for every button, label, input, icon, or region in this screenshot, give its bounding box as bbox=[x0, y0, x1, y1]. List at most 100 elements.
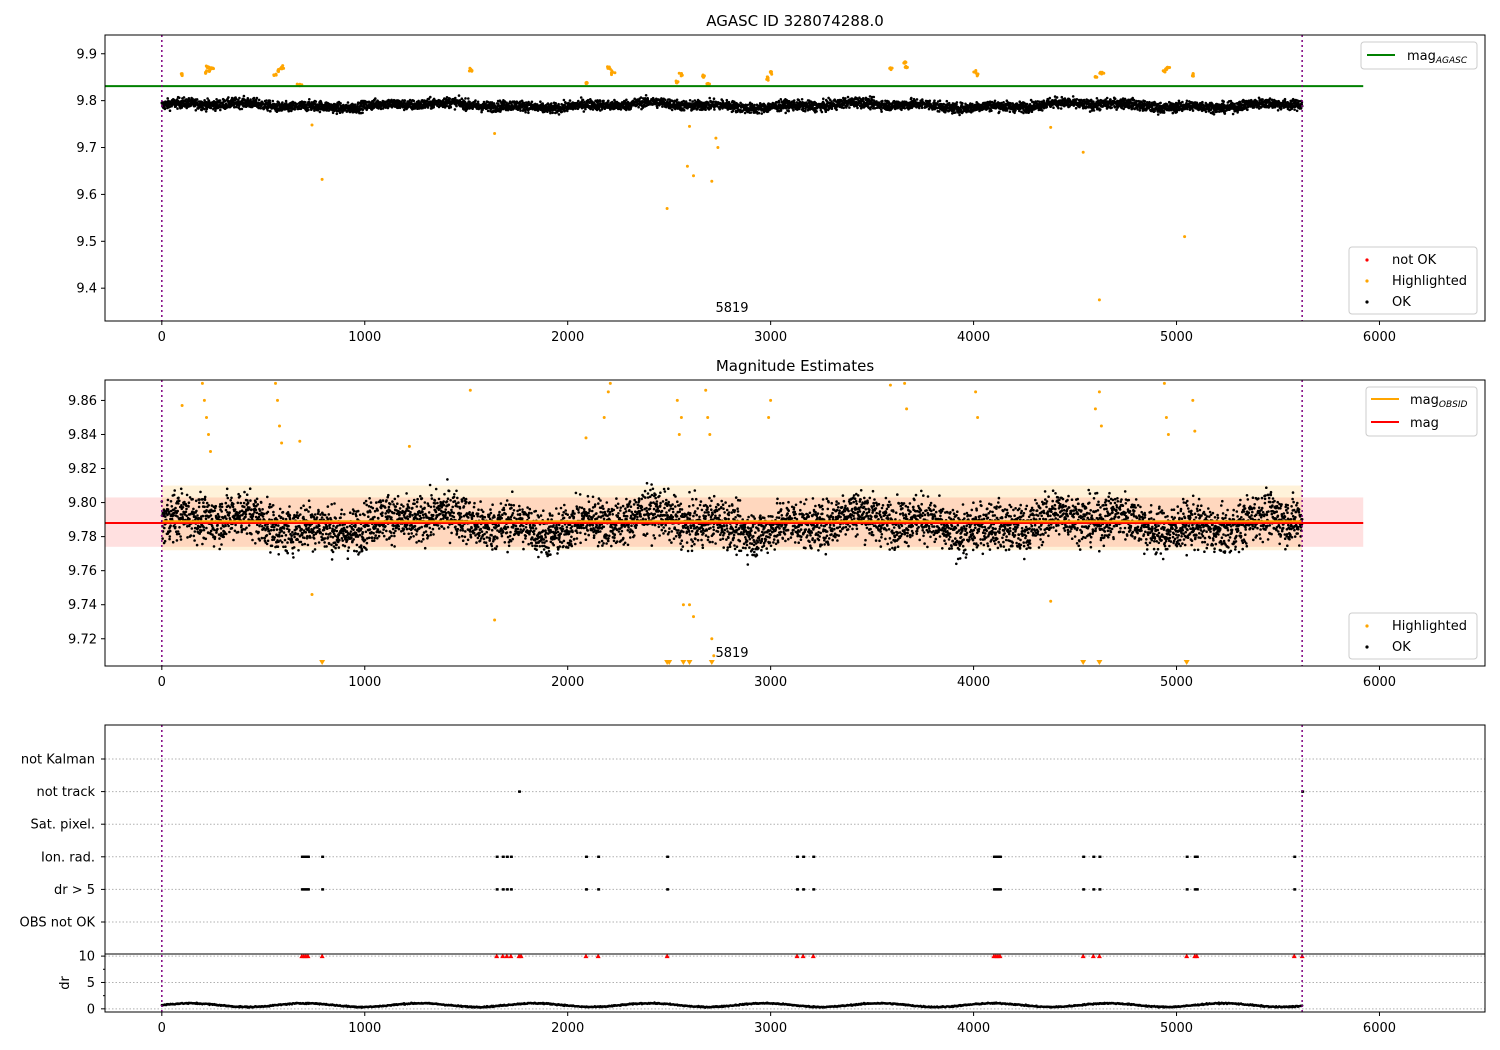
ok-point bbox=[255, 96, 259, 100]
ok-point bbox=[238, 96, 241, 100]
ok-point bbox=[937, 110, 941, 113]
ok-point bbox=[1148, 100, 1151, 104]
ok-point bbox=[637, 105, 640, 109]
ok-point bbox=[1074, 106, 1078, 110]
ok-point bbox=[557, 102, 560, 106]
ok-point bbox=[281, 101, 284, 104]
ok-point bbox=[1045, 105, 1049, 109]
ok-point bbox=[1059, 107, 1063, 110]
ok-point bbox=[464, 97, 467, 100]
ok-point bbox=[554, 102, 557, 105]
ok-point bbox=[474, 99, 477, 102]
ok-point bbox=[345, 103, 348, 107]
ok-point bbox=[910, 96, 913, 100]
ok-point bbox=[815, 110, 818, 113]
ok-point bbox=[1099, 108, 1102, 111]
ok-point bbox=[792, 99, 796, 102]
ok-point bbox=[1132, 98, 1136, 102]
ok-point bbox=[656, 106, 659, 109]
ok-point bbox=[242, 94, 246, 98]
ok-point bbox=[237, 98, 240, 102]
x-tick-label: 2000 bbox=[551, 330, 584, 345]
ok-point bbox=[777, 101, 781, 104]
x-tick-label: 3000 bbox=[754, 330, 787, 345]
ok-point bbox=[249, 98, 252, 101]
ok-point bbox=[753, 103, 756, 107]
ok-point bbox=[217, 101, 221, 104]
ok-point bbox=[338, 111, 342, 114]
ok-point bbox=[519, 109, 522, 112]
x-tick-label: 1000 bbox=[348, 330, 381, 345]
ok-point bbox=[218, 99, 222, 102]
ok-point bbox=[292, 104, 295, 107]
ok-point bbox=[254, 100, 258, 104]
ok-point bbox=[927, 107, 931, 111]
ok-point bbox=[252, 96, 256, 100]
ok-point bbox=[346, 101, 350, 104]
ok-point bbox=[1162, 111, 1166, 114]
ok-point bbox=[598, 99, 602, 103]
ok-point bbox=[1110, 106, 1113, 109]
ok-point bbox=[429, 95, 432, 99]
ok-point bbox=[1092, 109, 1096, 112]
ok-point bbox=[725, 98, 729, 102]
ok-point bbox=[467, 97, 470, 100]
ok-point bbox=[259, 107, 263, 110]
ok-point bbox=[206, 97, 209, 100]
ok-point bbox=[551, 111, 554, 115]
ok-point bbox=[1052, 106, 1055, 109]
x-tick-label: 6000 bbox=[1363, 330, 1396, 345]
y-tick-label: 9.7 bbox=[76, 141, 97, 156]
x-tick-label: 0 bbox=[158, 330, 166, 345]
ok-point bbox=[287, 109, 291, 113]
ok-point bbox=[918, 106, 921, 110]
ok-point bbox=[933, 99, 936, 102]
ok-point bbox=[166, 97, 169, 100]
ok-point bbox=[822, 97, 825, 101]
ok-point bbox=[432, 105, 436, 109]
ok-point bbox=[178, 96, 181, 100]
ok-point bbox=[257, 98, 261, 102]
ok-point bbox=[539, 100, 542, 103]
ok-point bbox=[749, 111, 753, 114]
y-tick-label: 9.8 bbox=[76, 94, 97, 109]
ok-point bbox=[240, 107, 244, 111]
ok-point bbox=[579, 96, 583, 99]
ok-point bbox=[339, 102, 342, 105]
ok-point bbox=[455, 104, 458, 108]
ok-point bbox=[237, 104, 241, 108]
ok-point bbox=[352, 110, 355, 114]
ok-point bbox=[268, 99, 272, 102]
ok-point bbox=[547, 103, 550, 106]
ok-point bbox=[207, 99, 211, 102]
ok-point bbox=[333, 109, 336, 112]
ok-point bbox=[353, 103, 357, 106]
ok-point bbox=[235, 97, 238, 101]
ok-point bbox=[625, 98, 628, 102]
ok-point bbox=[268, 101, 272, 105]
y-tick-label: 9.5 bbox=[76, 235, 97, 250]
ok-point bbox=[691, 100, 694, 103]
ok-point bbox=[549, 111, 552, 115]
ok-point bbox=[682, 108, 686, 112]
ok-point bbox=[1095, 97, 1099, 100]
ok-point bbox=[844, 97, 847, 100]
ok-point bbox=[955, 101, 959, 104]
ok-point bbox=[670, 108, 674, 112]
ok-point bbox=[233, 105, 236, 109]
ok-point bbox=[1109, 98, 1112, 101]
agasc-panel-title: AGASC ID 328074288.0 bbox=[706, 12, 884, 30]
ok-point bbox=[820, 110, 824, 114]
ok-point bbox=[861, 97, 865, 100]
ok-point bbox=[644, 94, 648, 97]
agasc-plot-area bbox=[105, 35, 1364, 321]
ok-point bbox=[269, 109, 272, 113]
y-tick-label: 9.4 bbox=[76, 282, 97, 297]
ok-point bbox=[299, 107, 303, 111]
ok-point bbox=[713, 108, 716, 111]
ok-point bbox=[955, 103, 958, 106]
ok-point bbox=[760, 112, 764, 115]
ok-point bbox=[313, 109, 316, 112]
ok-point bbox=[527, 111, 530, 115]
ok-point bbox=[412, 99, 416, 103]
